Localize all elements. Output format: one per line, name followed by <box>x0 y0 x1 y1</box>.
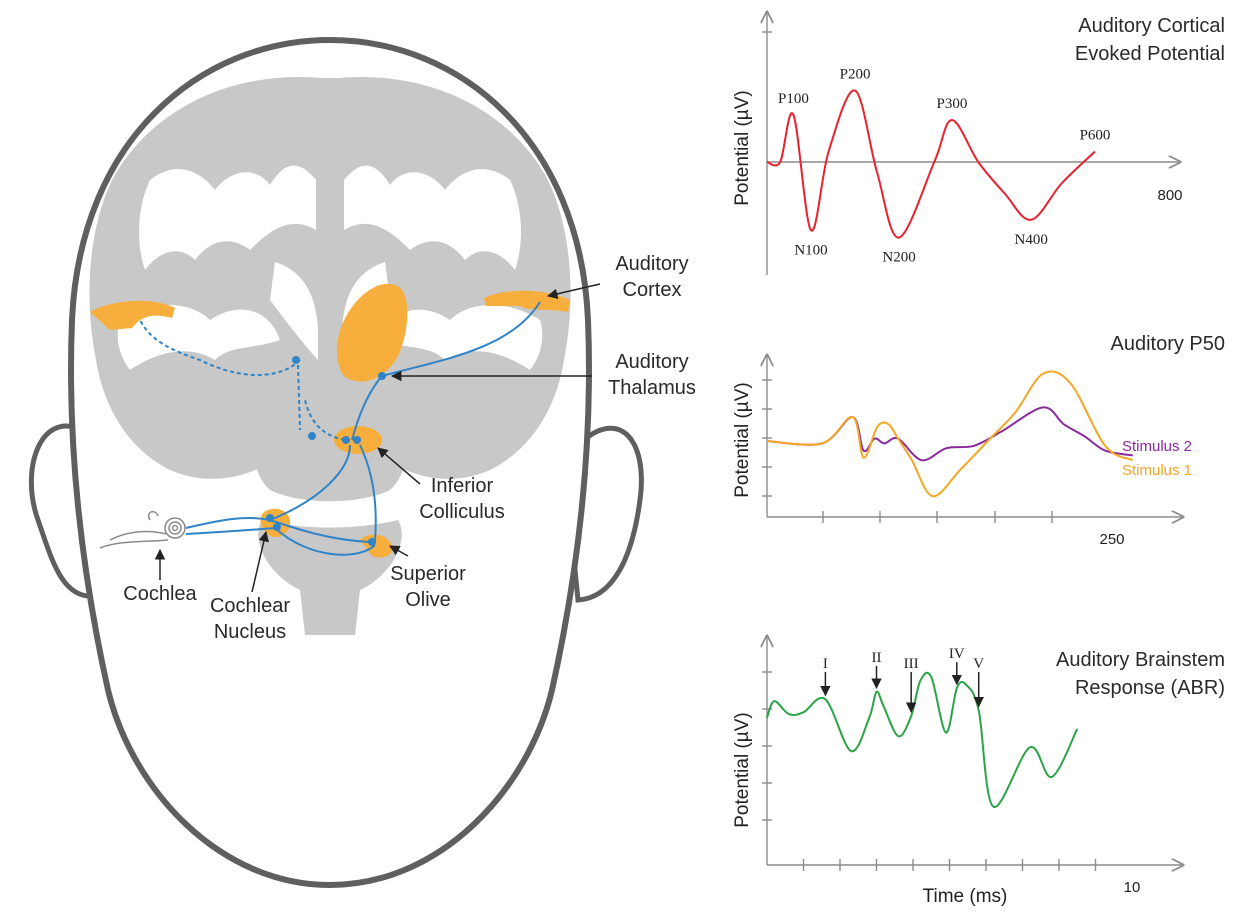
abr-peak-iii: III <box>904 656 919 672</box>
abr-ylabel: Potential (µV) <box>732 712 753 828</box>
p50-x-tick-250: 250 <box>1099 531 1124 548</box>
abr-peak-v: V <box>973 656 984 672</box>
auditory-pathway <box>139 301 541 556</box>
p50-title: Auditory P50 <box>1110 333 1225 355</box>
cochlea-illustration <box>99 510 186 549</box>
acep-peak-p100: P100 <box>778 91 809 107</box>
pathway-nodes <box>266 356 386 546</box>
chart-abr: Auditory Brainstem Response (ABR) Potent… <box>732 636 1225 907</box>
brain-section <box>89 76 571 635</box>
label-cochlea: Cochlea <box>123 583 197 605</box>
acep-peak-p600: P600 <box>1080 128 1111 144</box>
legend-stimulus-2: Stimulus 2 <box>1122 438 1192 455</box>
superior-olive-region <box>360 534 393 558</box>
acep-x-tick-800: 800 <box>1157 187 1182 204</box>
legend-stimulus-1: Stimulus 1 <box>1122 462 1192 479</box>
acep-peak-labels: P100 N100 P200 N200 P300 N400 P600 <box>778 67 1110 266</box>
acep-peak-n400: N400 <box>1014 232 1047 248</box>
svg-text:Evoked Potential: Evoked Potential <box>1075 43 1225 65</box>
abr-xlabel: Time (ms) <box>923 886 1008 907</box>
p50-line-2 <box>766 370 1134 498</box>
chart-acep: Auditory Cortical Evoked Potential Poten… <box>732 12 1225 275</box>
label-auditory-thalamus: Auditory <box>615 351 688 373</box>
acep-title: Auditory Cortical <box>1078 15 1225 37</box>
abr-title: Auditory Brainstem <box>1056 649 1225 671</box>
svg-text:Olive: Olive <box>405 589 451 611</box>
svg-text:Cortex: Cortex <box>623 279 682 301</box>
acep-line-1 <box>766 89 1096 239</box>
thalamus-region <box>336 283 408 382</box>
p50-line-1 <box>766 406 1133 462</box>
p50-series <box>766 370 1134 498</box>
abr-line-1 <box>766 671 1079 808</box>
label-cochlear-nucleus: Cochlear <box>210 595 290 617</box>
p50-ylabel: Potential (µV) <box>732 382 753 498</box>
label-superior-olive: Superior <box>390 563 466 585</box>
svg-text:Response (ABR): Response (ABR) <box>1075 677 1225 699</box>
head-illustration: Auditory Cortex Auditory Thalamus Inferi… <box>28 36 696 889</box>
svg-text:Thalamus: Thalamus <box>608 377 696 399</box>
abr-peak-iv: IV <box>949 646 965 662</box>
abr-x-tick-10: 10 <box>1124 879 1141 896</box>
anatomy-annotations: Auditory Cortex Auditory Thalamus Inferi… <box>123 253 696 643</box>
acep-peak-n100: N100 <box>794 242 827 258</box>
svg-text:Nucleus: Nucleus <box>214 621 286 643</box>
label-inferior-colliculus: Inferior <box>431 475 494 497</box>
left-auditory-cortex <box>90 300 175 330</box>
acep-ylabel: Potential (µV) <box>732 90 753 206</box>
acep-peak-p200: P200 <box>840 67 871 83</box>
abr-peak-i: I <box>823 656 828 672</box>
label-auditory-cortex: Auditory <box>615 253 688 275</box>
svg-text:Colliculus: Colliculus <box>419 501 505 523</box>
acep-peak-n200: N200 <box>882 250 915 266</box>
chart-p50: Auditory P50 Potential (µV) 250 Stimulus… <box>732 333 1225 548</box>
acep-series <box>766 89 1096 239</box>
abr-series <box>766 671 1079 808</box>
acep-peak-p300: P300 <box>936 96 967 112</box>
abr-peak-ii: II <box>872 650 882 666</box>
